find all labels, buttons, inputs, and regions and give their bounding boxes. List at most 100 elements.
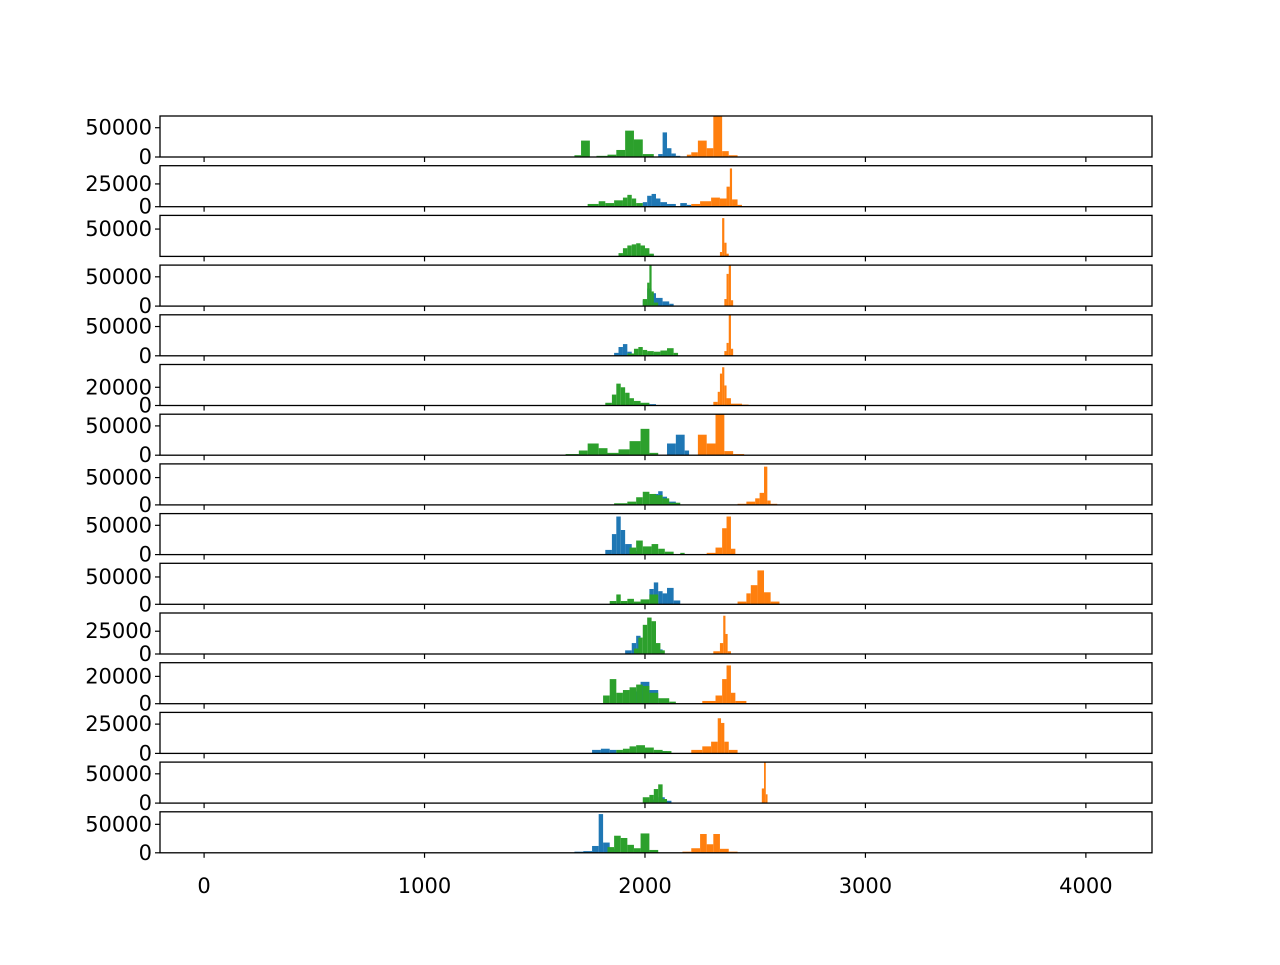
y-tick-label: 0 — [139, 692, 152, 716]
y-tick-label: 0 — [139, 443, 152, 467]
hist-bar-p6-s2-b6 — [726, 398, 731, 406]
hist-bar-p9-s2-b3 — [722, 528, 727, 555]
y-tick-label: 0 — [139, 592, 152, 616]
hist-bar-p12-s3-b3 — [616, 692, 623, 704]
panel-background — [160, 314, 1152, 356]
hist-bar-p6-s3-b8 — [640, 402, 650, 406]
hist-bar-p14-s3-b2 — [649, 794, 654, 804]
hist-bar-p15-s3-b6 — [640, 833, 650, 853]
hist-bar-p3-s3-b5 — [636, 243, 641, 257]
hist-bar-p9-s3-b6 — [664, 551, 674, 555]
hist-bar-p10-s3-b3 — [620, 601, 628, 605]
hist-bar-p8-s2-b2 — [746, 501, 756, 505]
hist-bar-p10-s1-b6 — [673, 600, 681, 605]
hist-bar-p11-s3-b1 — [633, 648, 639, 654]
panel-8: 0 50000 — [85, 463, 1153, 517]
x-tick-label: 2000 — [618, 874, 671, 898]
y-tick-label: 0 — [139, 294, 152, 318]
hist-bar-p10-s3-b4 — [627, 598, 634, 605]
hist-bar-p2-s2-b4 — [719, 198, 727, 207]
panel-frame — [159, 761, 1153, 804]
x-tick-label: 3000 — [839, 874, 892, 898]
hist-bar-p13-s1-b3 — [609, 749, 617, 754]
hist-bar-p1-s3-b4 — [607, 154, 617, 157]
hist-bar-p7-s3-b7 — [629, 441, 641, 456]
hist-bar-p6-s3-b1 — [605, 402, 612, 406]
hist-bar-p1-s2-b6 — [722, 151, 729, 157]
hist-bar-p2-s1-b3 — [651, 193, 656, 207]
panel-frame — [159, 662, 1153, 705]
y-tick-label: 0 — [139, 642, 152, 666]
y-tick-label: 50000 — [85, 265, 152, 289]
hist-bar-p9-s1-b3 — [616, 516, 621, 555]
hist-bar-p8-s3-b7 — [662, 498, 670, 505]
hist-bar-p9-s2-b2 — [715, 547, 723, 555]
hist-bar-p7-s3-b5 — [607, 452, 619, 456]
hist-bar-p2-s3-b5 — [622, 197, 628, 207]
hist-bar-p6-s2-b1 — [713, 401, 718, 406]
hist-bar-p2-s2-b2 — [700, 201, 712, 207]
hist-bar-p12-s3-b1 — [603, 695, 610, 704]
hist-bar-p15-s1-b3 — [592, 845, 599, 853]
hist-bar-p5-s3-b2 — [633, 348, 639, 356]
y-tick-label: 20000 — [85, 664, 152, 688]
hist-bar-p6-s2-b5 — [724, 385, 727, 406]
hist-bar-p11-s2-b2 — [719, 643, 724, 654]
hist-bar-p5-s3-b1 — [627, 353, 634, 356]
hist-bar-p9-s2-b4 — [726, 516, 731, 555]
y-tick-label: 50000 — [85, 513, 152, 537]
hist-bar-p4-s3-b1 — [642, 299, 648, 307]
hist-bar-p11-s3-b6 — [656, 643, 661, 654]
hist-bar-p2-s2-b6 — [729, 168, 733, 207]
hist-bar-p2-s3-b8 — [636, 203, 643, 207]
hist-bar-p1-s2-b1 — [686, 154, 692, 157]
hist-bar-p7-s2-b2 — [706, 443, 716, 456]
hist-bar-p8-s3-b3 — [636, 497, 643, 505]
hist-bar-p4-s2-b1 — [724, 299, 727, 307]
hist-bar-p12-s3-b5 — [629, 687, 637, 704]
hist-bar-p11-s2-b4 — [725, 633, 728, 654]
hist-bar-p4-s2-b2 — [726, 273, 729, 307]
hist-bar-p13-s2-b3 — [711, 741, 718, 754]
hist-bar-p6-s3-b4 — [620, 387, 626, 406]
hist-bar-p8-s3-b6 — [656, 495, 663, 505]
y-tick-label: 50000 — [85, 762, 152, 786]
panel-background — [160, 712, 1152, 754]
hist-bar-p1-s2-b5 — [713, 116, 723, 157]
hist-bar-p10-s3-b7 — [649, 594, 659, 605]
hist-bar-p1-s1-b3 — [667, 148, 672, 157]
panel-4: 0 50000 — [85, 264, 1153, 318]
panel-background — [160, 116, 1152, 157]
hist-bar-p15-s2-b6 — [719, 848, 729, 853]
hist-bar-p4-s1-b5 — [662, 301, 670, 307]
hist-bar-p10-s2-b5 — [764, 592, 771, 605]
panel-1: 0 50000 — [85, 115, 1153, 169]
hist-bar-p2-s2-b5 — [726, 186, 730, 207]
hist-bar-p12-s2-b2 — [715, 695, 723, 704]
hist-bar-p3-s3-b4 — [631, 244, 637, 257]
hist-bar-p11-s3-b7 — [660, 650, 665, 654]
hist-bar-p4-s1-b2 — [647, 288, 652, 307]
hist-bar-p2-s2-b3 — [711, 197, 720, 207]
panel-13: 0 25000 — [85, 711, 1153, 765]
hist-bar-p14-s3-b1 — [642, 797, 650, 804]
hist-bar-p12-s2-b5 — [730, 692, 736, 704]
panel-10: 0 50000 — [85, 562, 1153, 616]
hist-bar-p9-s1-b4 — [620, 530, 626, 555]
panel-background — [160, 364, 1152, 406]
hist-bar-p2-s2-b7 — [732, 199, 738, 207]
hist-bar-p2-s1-b1 — [642, 202, 648, 207]
hist-bar-p3-s3-b6 — [640, 245, 645, 257]
y-tick-label: 0 — [139, 791, 152, 815]
hist-bar-p3-s2-b1 — [719, 252, 723, 257]
hist-bar-p9-s3-b1 — [629, 547, 637, 555]
hist-bar-p9-s1-b5 — [625, 544, 632, 555]
hist-bar-p15-s1-b4 — [598, 814, 604, 853]
hist-bar-p13-s3-b2 — [622, 748, 630, 754]
hist-bar-p7-s3-b8 — [640, 428, 650, 456]
hist-bar-p8-s3-b4 — [642, 491, 650, 505]
hist-bar-p9-s3-b2 — [636, 540, 643, 555]
hist-bar-p2-s3-b4 — [614, 200, 623, 207]
